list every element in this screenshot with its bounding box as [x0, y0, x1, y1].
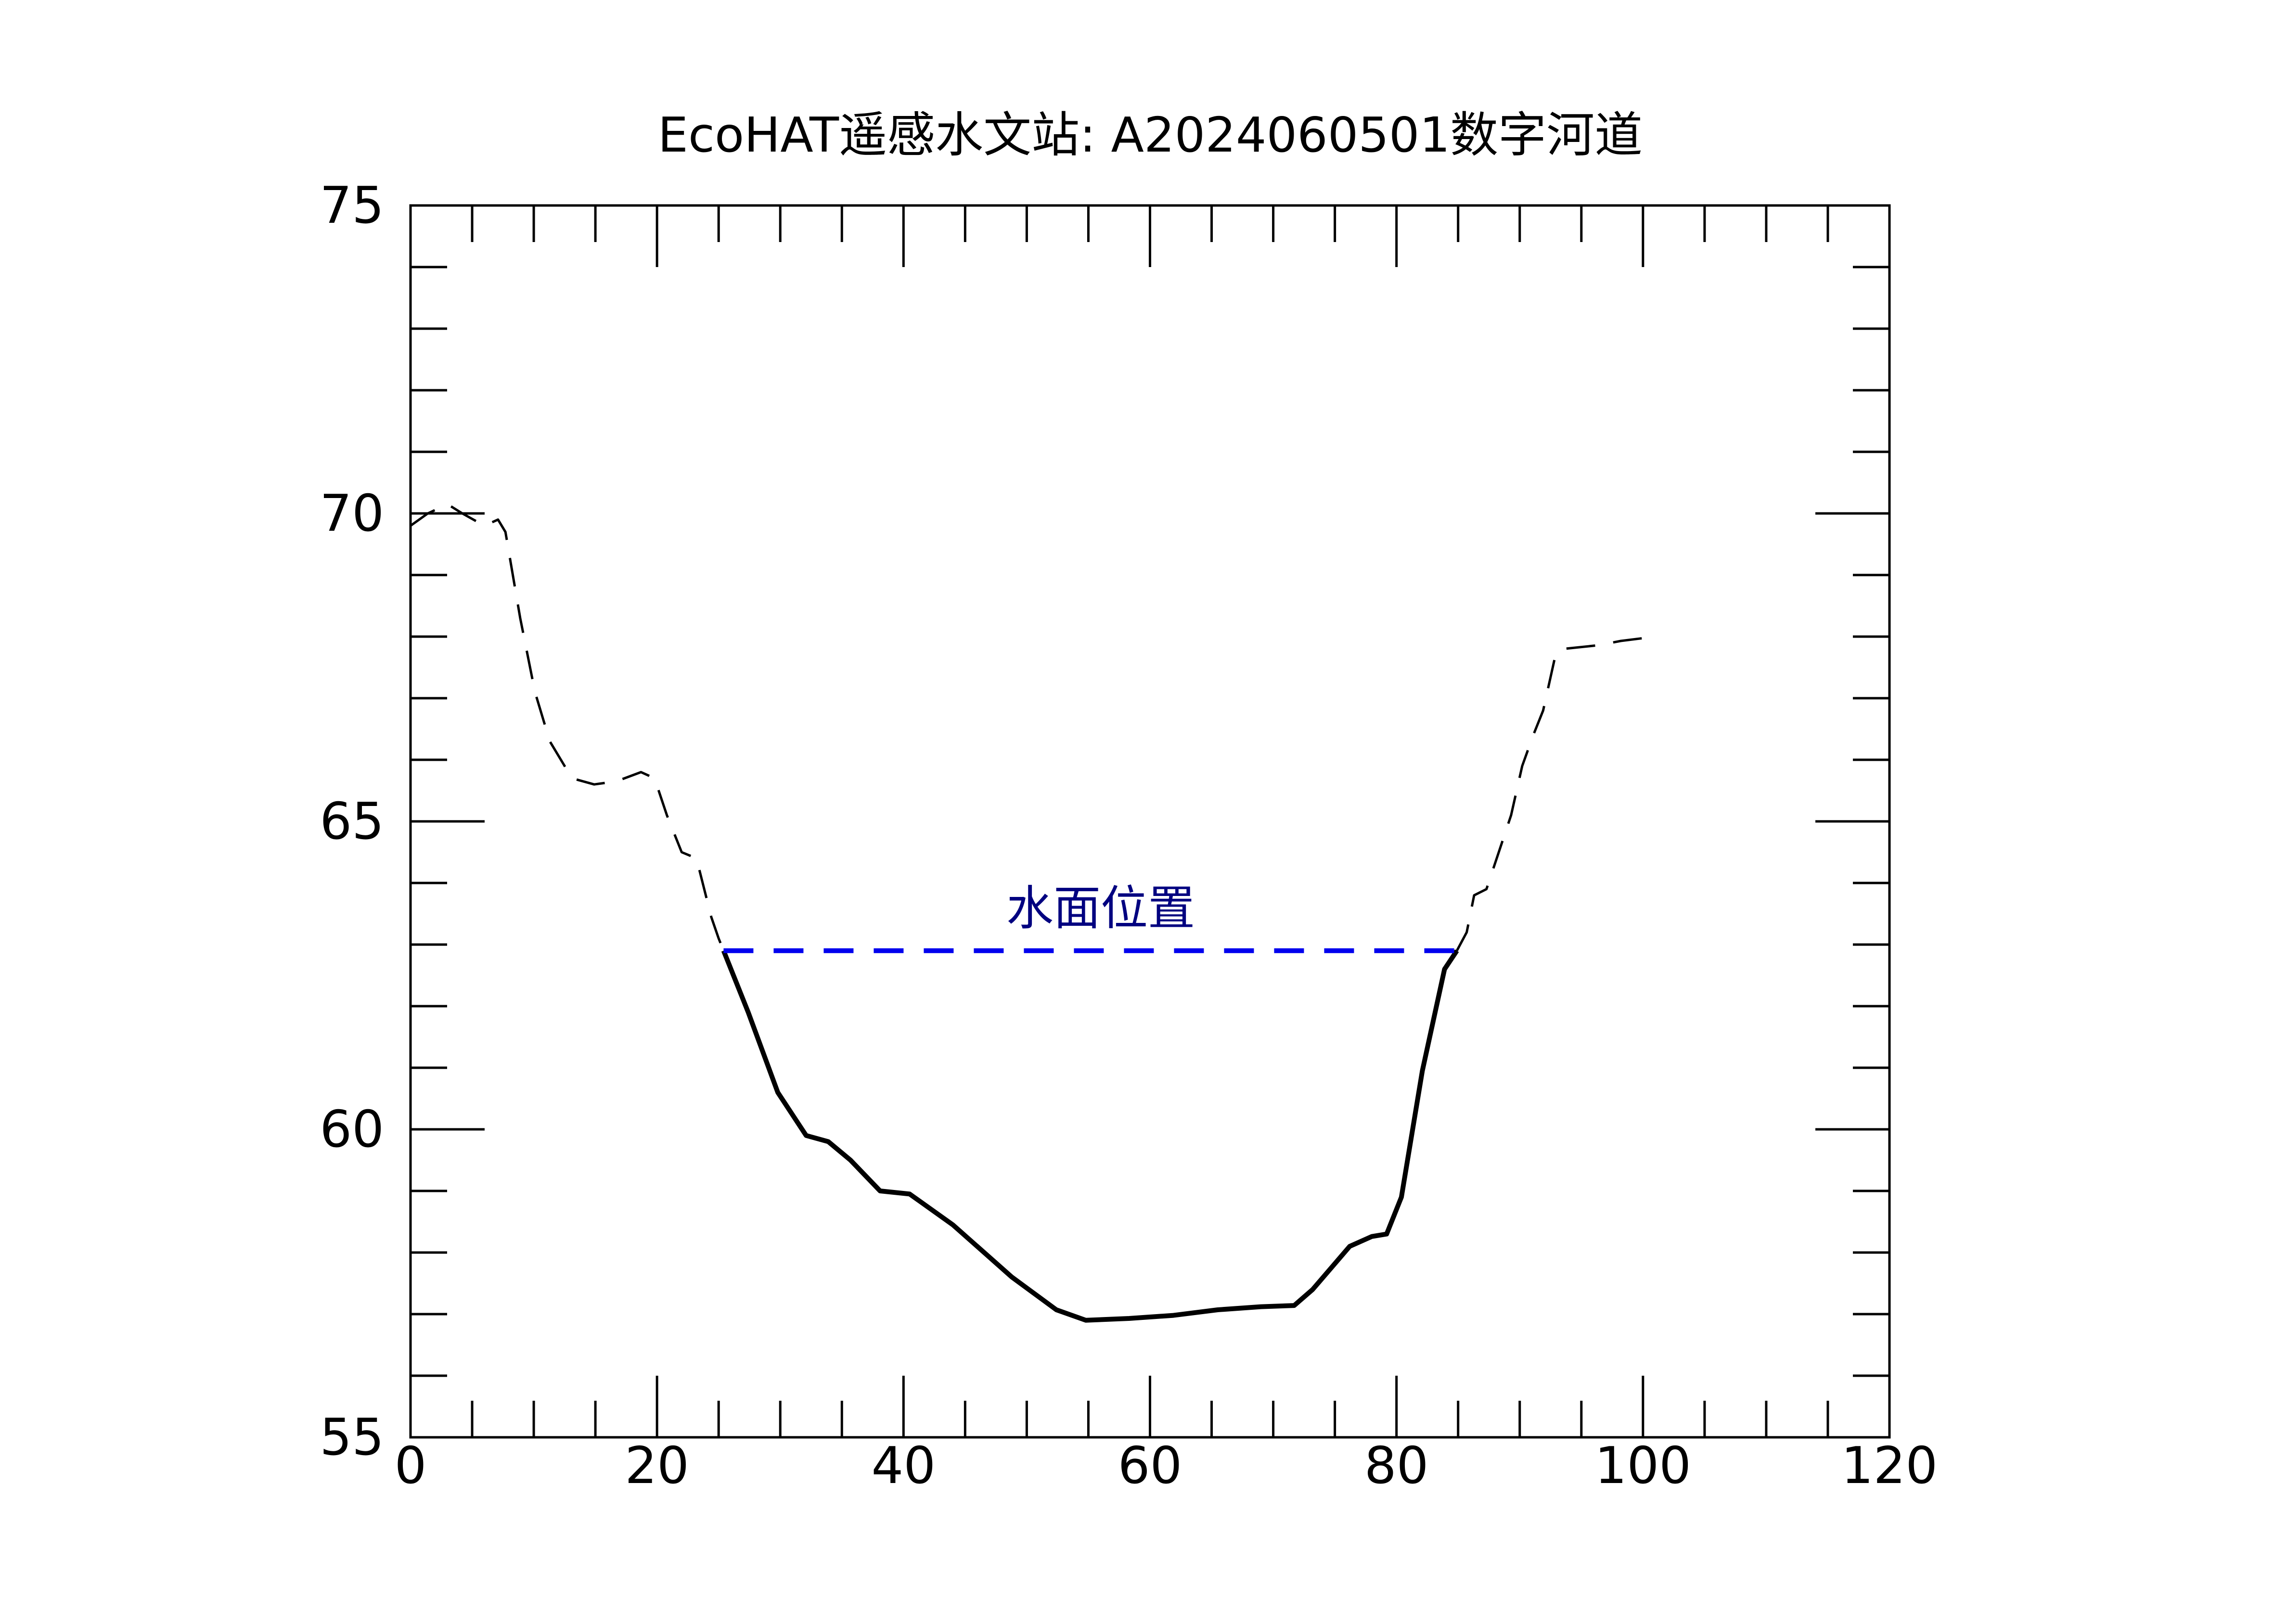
- y-tick-label: 75: [320, 176, 384, 235]
- x-tick-label: 80: [1364, 1436, 1429, 1495]
- x-tick-label: 120: [1841, 1436, 1938, 1495]
- plot-frame: [409, 204, 1891, 1439]
- chart-title: EcoHAT遥感水文站: A2024060501数字河道: [658, 107, 1643, 163]
- y-tick-label: 65: [320, 792, 384, 851]
- left-bank-above-water-line: [410, 503, 725, 951]
- axis-ticks: 0 20 40 60 80 100 120 55 60 65 70 75: [320, 176, 1938, 1495]
- right-bank-above-water-line: [1455, 637, 1646, 951]
- x-tick-label: 60: [1118, 1436, 1182, 1495]
- x-tick-label: 0: [395, 1436, 427, 1495]
- y-tick-label: 60: [320, 1100, 384, 1159]
- x-tick-label: 20: [625, 1436, 689, 1495]
- profile-series: [410, 503, 1646, 1323]
- y-tick-label: 55: [320, 1408, 384, 1467]
- x-tick-label: 40: [872, 1436, 936, 1495]
- channel-underwater-line: [721, 949, 1459, 1323]
- x-tick-label: 100: [1595, 1436, 1691, 1495]
- water-level-label: 水面位置: [1006, 881, 1195, 936]
- y-tick-label: 70: [320, 484, 384, 543]
